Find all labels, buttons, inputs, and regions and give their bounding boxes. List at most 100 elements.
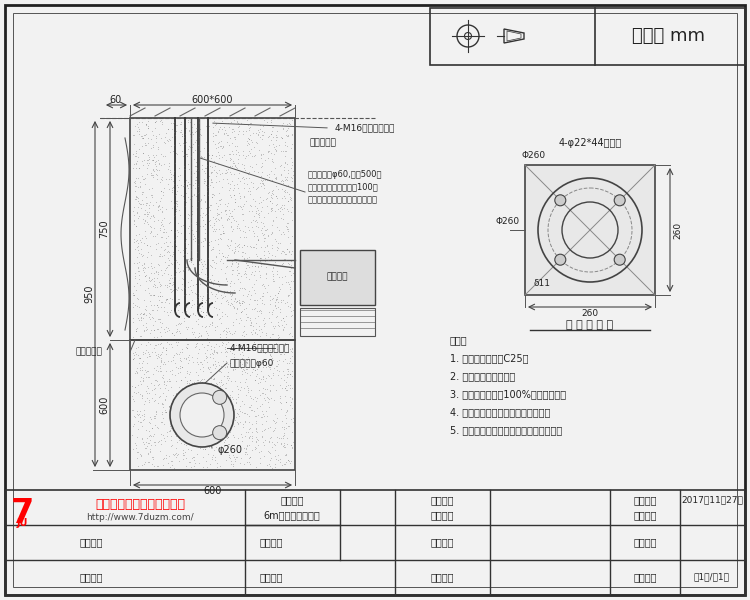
Point [237, 290, 249, 300]
Point [209, 452, 221, 462]
Point [226, 214, 238, 223]
Point [151, 170, 163, 179]
Point [264, 386, 276, 396]
Point [199, 383, 211, 392]
Point [139, 173, 151, 182]
Point [171, 181, 183, 190]
Point [209, 190, 220, 200]
Point [232, 173, 244, 182]
Point [276, 247, 288, 256]
Point [279, 391, 291, 401]
Point [190, 161, 202, 171]
Point [148, 166, 160, 176]
Point [154, 159, 166, 169]
Point [286, 157, 298, 166]
Point [192, 182, 204, 191]
Point [174, 170, 186, 179]
Point [226, 392, 238, 401]
Point [166, 440, 178, 449]
Point [146, 170, 158, 179]
Point [188, 452, 200, 462]
Point [208, 373, 220, 383]
Point [130, 119, 142, 129]
Point [270, 174, 282, 184]
Point [240, 374, 252, 384]
Point [206, 192, 218, 202]
Point [256, 161, 268, 171]
Point [263, 187, 275, 197]
Point [238, 163, 250, 173]
Point [134, 127, 146, 136]
Point [135, 450, 147, 460]
Point [248, 286, 260, 295]
Point [225, 117, 237, 127]
Point [176, 362, 188, 372]
Point [140, 437, 152, 446]
Point [270, 136, 282, 145]
Point [269, 173, 281, 183]
Point [161, 427, 173, 437]
Point [170, 392, 182, 402]
Point [211, 379, 223, 389]
Point [207, 131, 219, 140]
Point [177, 454, 189, 463]
Point [188, 377, 200, 387]
Point [275, 146, 287, 156]
Point [282, 218, 294, 228]
Point [160, 367, 172, 376]
Point [285, 263, 297, 272]
Point [207, 360, 219, 370]
Point [172, 120, 184, 130]
Point [278, 123, 290, 133]
Point [268, 301, 280, 311]
Point [224, 394, 236, 403]
Point [266, 176, 278, 185]
Point [275, 296, 287, 305]
Point [219, 199, 231, 209]
Point [140, 304, 152, 313]
Point [143, 203, 155, 213]
Point [226, 365, 238, 375]
Point [196, 322, 208, 331]
Point [268, 149, 280, 158]
Point [132, 387, 144, 397]
Point [172, 305, 184, 315]
Point [151, 341, 163, 350]
Point [257, 196, 269, 205]
Point [214, 329, 226, 338]
Point [232, 240, 244, 250]
Point [170, 431, 182, 441]
Point [194, 440, 206, 450]
Point [204, 221, 216, 230]
Point [264, 449, 276, 458]
Point [188, 288, 200, 298]
Point [195, 130, 207, 139]
Point [184, 436, 196, 446]
Point [227, 450, 239, 460]
Point [222, 359, 234, 368]
Point [267, 271, 279, 280]
Point [193, 140, 205, 150]
Point [188, 410, 200, 419]
Point [157, 343, 169, 352]
Point [265, 129, 277, 139]
Point [128, 290, 140, 300]
Point [130, 268, 142, 278]
Point [280, 450, 292, 460]
Point [213, 245, 225, 255]
Point [205, 406, 217, 415]
Point [243, 432, 255, 442]
Point [132, 313, 144, 323]
Point [240, 263, 252, 272]
Point [152, 361, 164, 371]
Point [247, 226, 259, 235]
Point [143, 273, 155, 283]
Point [230, 257, 242, 267]
Point [153, 165, 165, 175]
Point [192, 359, 204, 369]
Point [156, 398, 168, 407]
Point [130, 221, 142, 231]
Point [165, 431, 177, 441]
Point [264, 422, 276, 432]
Point [139, 271, 151, 281]
